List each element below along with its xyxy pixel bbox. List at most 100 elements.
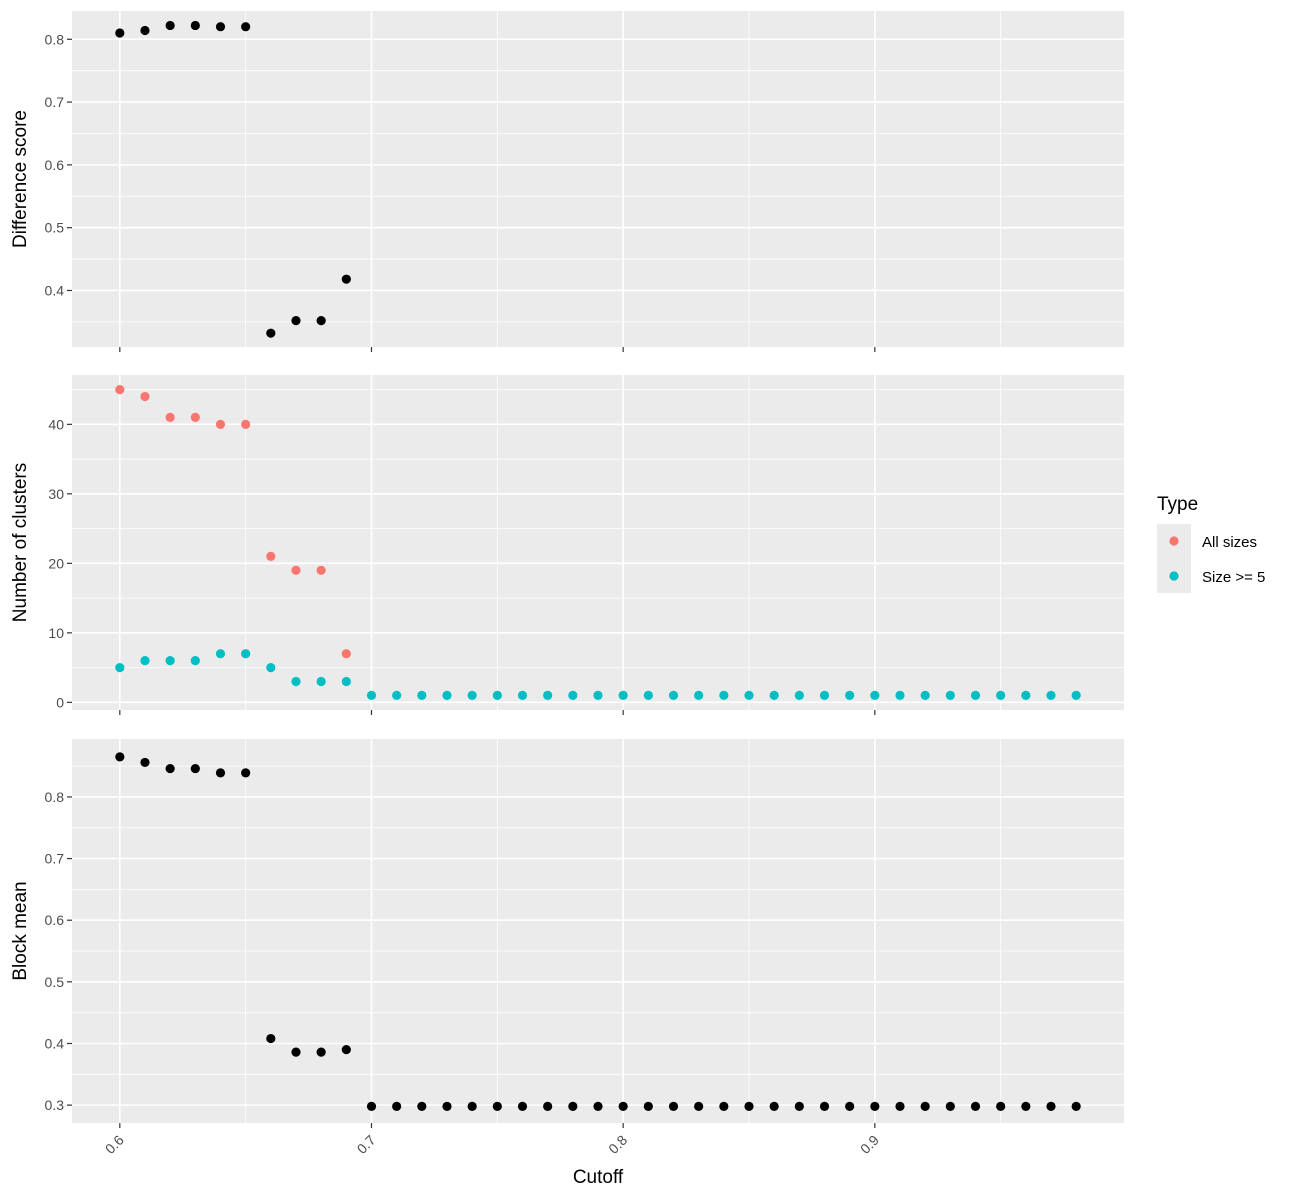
data-point xyxy=(291,565,301,575)
y-tick-label: 0.7 xyxy=(45,94,65,110)
y-tick-label: 0.8 xyxy=(45,789,65,805)
data-point xyxy=(618,1101,628,1111)
data-point xyxy=(316,565,326,575)
y-tick-label: 0.6 xyxy=(45,912,65,928)
data-point xyxy=(895,1101,905,1111)
data-point xyxy=(819,690,830,701)
data-point xyxy=(920,690,930,701)
series-difference-0 xyxy=(115,20,351,338)
data-point xyxy=(996,1101,1006,1111)
data-point xyxy=(190,412,200,422)
data-point xyxy=(694,1101,704,1111)
data-point xyxy=(115,28,125,38)
data-point xyxy=(794,1101,804,1111)
data-point xyxy=(769,1101,779,1111)
data-point xyxy=(316,316,326,326)
data-point xyxy=(1021,1101,1031,1111)
data-point xyxy=(568,690,578,701)
panel-background xyxy=(72,11,1124,347)
data-point xyxy=(241,22,251,32)
y-axis-title: Block mean xyxy=(10,881,31,980)
y-tick-label: 0.7 xyxy=(45,851,65,867)
data-point xyxy=(618,690,628,701)
x-tick-label: 0.7 xyxy=(354,1132,379,1157)
data-point xyxy=(115,752,125,762)
data-point xyxy=(115,663,125,673)
data-point xyxy=(341,1045,351,1055)
data-point xyxy=(165,763,175,774)
y-tick-label: 0.5 xyxy=(45,220,65,236)
y-axis-title: Number of clusters xyxy=(10,463,31,622)
data-point xyxy=(241,768,251,778)
data-point xyxy=(492,690,502,701)
data-point xyxy=(492,1101,502,1111)
y-tick-label: 0.8 xyxy=(45,31,65,47)
data-point xyxy=(593,690,603,701)
panel-clusters: 0 10 20 30 40 Number of clusters xyxy=(10,375,1124,715)
series-size-5 xyxy=(115,649,1081,701)
panel-blockmean: 0.3 0.4 0.5 0.6 0.7 0.8 Block mean xyxy=(10,739,1124,1128)
data-point xyxy=(215,649,226,659)
data-point xyxy=(719,690,729,701)
data-point xyxy=(392,1101,402,1111)
panel-difference: 0.4 0.5 0.6 0.7 0.8 Difference score xyxy=(10,11,1124,352)
data-point xyxy=(165,412,175,422)
data-point xyxy=(467,1101,477,1111)
y-tick-label: 40 xyxy=(48,416,64,432)
x-tick-label: 0.9 xyxy=(857,1132,882,1157)
data-point xyxy=(945,690,955,701)
data-point xyxy=(794,690,804,701)
data-point xyxy=(920,1101,930,1111)
data-point xyxy=(769,690,779,701)
y-tick-label: 0 xyxy=(56,694,64,710)
data-point xyxy=(517,1101,528,1111)
data-point xyxy=(266,328,276,338)
data-point xyxy=(366,690,377,701)
data-point xyxy=(870,690,880,701)
panel-background xyxy=(72,375,1124,710)
y-tick-label: 0.6 xyxy=(45,157,65,173)
data-point xyxy=(266,551,276,562)
data-point xyxy=(970,1101,981,1111)
data-point xyxy=(996,690,1006,701)
data-point xyxy=(140,656,150,666)
data-point xyxy=(694,690,704,701)
data-point xyxy=(945,1101,955,1111)
series-blockmean-0 xyxy=(115,752,1081,1111)
panel-background xyxy=(72,739,1124,1123)
data-point xyxy=(643,1101,653,1111)
data-point xyxy=(970,690,981,701)
data-point xyxy=(316,676,326,687)
data-point xyxy=(719,1101,729,1111)
data-point xyxy=(895,690,905,701)
legend-label-all-sizes: All sizes xyxy=(1202,534,1257,551)
data-point xyxy=(266,663,276,673)
x-tick-label: 0.8 xyxy=(605,1132,630,1157)
legend-key-all-sizes xyxy=(1169,536,1179,546)
data-point xyxy=(291,1047,301,1057)
data-point xyxy=(316,1047,326,1057)
data-point xyxy=(341,274,351,284)
data-point xyxy=(1046,1101,1056,1111)
panels: 0.4 0.5 0.6 0.7 0.8 Difference score 0 10 20 30 40… xyxy=(10,11,1124,1157)
data-point xyxy=(819,1101,830,1111)
data-point xyxy=(190,20,200,31)
legend: Type All sizes Size >= 5 xyxy=(1157,494,1265,593)
data-point xyxy=(1071,1101,1081,1111)
data-point xyxy=(190,763,200,774)
data-point xyxy=(215,768,226,778)
legend-key-background xyxy=(1157,524,1191,593)
legend-title: Type xyxy=(1157,494,1198,515)
data-point xyxy=(165,20,175,31)
data-point xyxy=(190,656,200,666)
data-point xyxy=(241,419,251,429)
y-tick-label: 10 xyxy=(48,625,64,641)
data-point xyxy=(341,676,351,687)
data-point xyxy=(115,384,125,395)
data-point xyxy=(442,1101,452,1111)
x-tick-labels: 0.6 0.7 0.8 0.9 xyxy=(102,1132,882,1157)
data-point xyxy=(845,690,855,701)
y-tick-label: 0.4 xyxy=(45,282,65,298)
data-point xyxy=(543,690,553,701)
